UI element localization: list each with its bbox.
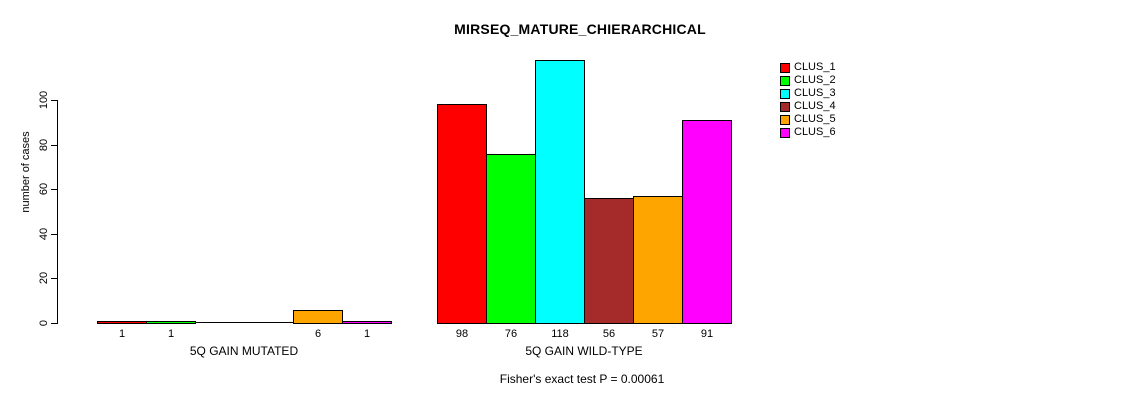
- legend-swatch-clus-2-icon: [780, 75, 790, 86]
- legend-label-clus-3: CLUS_3: [794, 87, 836, 99]
- y-axis-tick-label: 20: [38, 271, 50, 285]
- y-axis-tick: [51, 100, 58, 101]
- bar-clus_3: [535, 60, 585, 324]
- legend-label-clus-5: CLUS_5: [794, 113, 836, 125]
- bar-clus_4: [584, 198, 634, 324]
- bar-clus_1: [437, 104, 487, 324]
- chart-title: MIRSEQ_MATURE_CHIERARCHICAL: [454, 21, 706, 37]
- legend-item-clus-6: CLUS_6: [780, 126, 836, 139]
- bar-clus_2: [146, 321, 196, 324]
- legend-item-clus-5: CLUS_5: [780, 113, 836, 126]
- bar-clus_5: [633, 196, 683, 324]
- zero-bar-clus_4: [244, 322, 294, 323]
- y-axis-tick-label: 100: [38, 90, 50, 110]
- bar-clus_6: [682, 120, 732, 324]
- legend-item-clus-4: CLUS_4: [780, 100, 836, 113]
- y-axis-tick-label: 0: [38, 319, 50, 327]
- y-axis-tick: [51, 145, 58, 146]
- y-axis-tick: [51, 278, 58, 279]
- legend-swatch-clus-5-icon: [780, 114, 790, 125]
- y-axis-tick: [51, 234, 58, 235]
- legend-swatch-clus-3-icon: [780, 88, 790, 99]
- legend: CLUS_1 CLUS_2 CLUS_3 CLUS_4 CLUS_5 CLUS_…: [780, 61, 836, 139]
- y-axis-tick: [51, 189, 58, 190]
- legend-swatch-clus-4-icon: [780, 101, 790, 112]
- zero-bar-clus_3: [195, 322, 245, 323]
- fisher-test-note: Fisher's exact test P = 0.00061: [499, 372, 665, 386]
- bar-clus_1: [97, 321, 147, 324]
- y-axis: [57, 100, 58, 324]
- bar-value-label: 1: [118, 328, 126, 340]
- bar-clus_5: [293, 310, 343, 324]
- y-axis-label: number of cases: [20, 131, 32, 213]
- legend-label-clus-6: CLUS_6: [794, 126, 836, 138]
- legend-swatch-clus-6-icon: [780, 127, 790, 138]
- bar-value-label: 98: [455, 328, 469, 340]
- bar-value-label: 76: [504, 328, 518, 340]
- group-label: 5Q GAIN WILD-TYPE: [525, 344, 643, 358]
- legend-item-clus-2: CLUS_2: [780, 74, 836, 87]
- legend-label-clus-4: CLUS_4: [794, 100, 836, 112]
- legend-label-clus-1: CLUS_1: [794, 61, 836, 73]
- y-axis-tick-label: 80: [38, 138, 50, 152]
- y-axis-tick-label: 40: [38, 227, 50, 241]
- legend-label-clus-2: CLUS_2: [794, 74, 836, 86]
- y-axis-tick: [51, 323, 58, 324]
- y-axis-tick-label: 60: [38, 182, 50, 196]
- group-label: 5Q GAIN MUTATED: [189, 344, 299, 358]
- bar-clus_2: [486, 154, 536, 324]
- bar-value-label: 57: [651, 328, 665, 340]
- bar-value-label: 6: [314, 328, 322, 340]
- bar-value-label: 118: [551, 328, 569, 340]
- bar-value-label: 56: [602, 328, 616, 340]
- bar-value-label: 1: [167, 328, 175, 340]
- legend-item-clus-3: CLUS_3: [780, 87, 836, 100]
- bar-value-label: 1: [363, 328, 371, 340]
- legend-item-clus-1: CLUS_1: [780, 61, 836, 74]
- bar-clus_6: [342, 321, 392, 324]
- bar-value-label: 91: [700, 328, 714, 340]
- legend-swatch-clus-1-icon: [780, 62, 790, 73]
